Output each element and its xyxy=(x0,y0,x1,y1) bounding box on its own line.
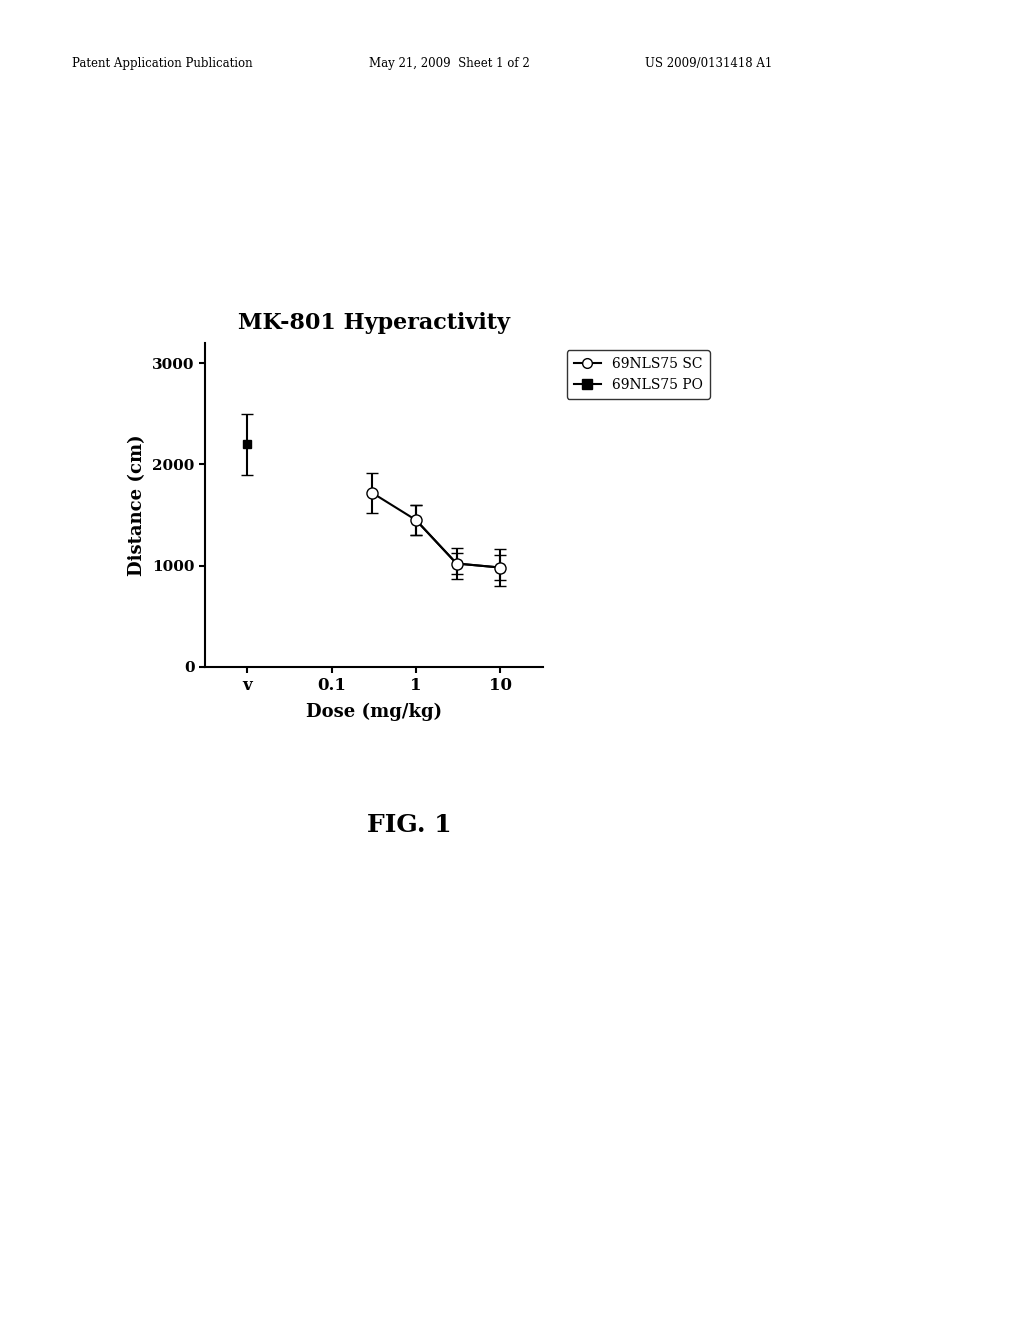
Text: FIG. 1: FIG. 1 xyxy=(368,813,452,837)
X-axis label: Dose (mg/kg): Dose (mg/kg) xyxy=(306,702,441,721)
Legend: 69NLS75 SC, 69NLS75 PO: 69NLS75 SC, 69NLS75 PO xyxy=(566,350,711,399)
Text: US 2009/0131418 A1: US 2009/0131418 A1 xyxy=(645,57,772,70)
Title: MK-801 Hyperactivity: MK-801 Hyperactivity xyxy=(238,313,510,334)
Y-axis label: Distance (cm): Distance (cm) xyxy=(128,434,146,576)
Text: Patent Application Publication: Patent Application Publication xyxy=(72,57,252,70)
Text: May 21, 2009  Sheet 1 of 2: May 21, 2009 Sheet 1 of 2 xyxy=(369,57,529,70)
